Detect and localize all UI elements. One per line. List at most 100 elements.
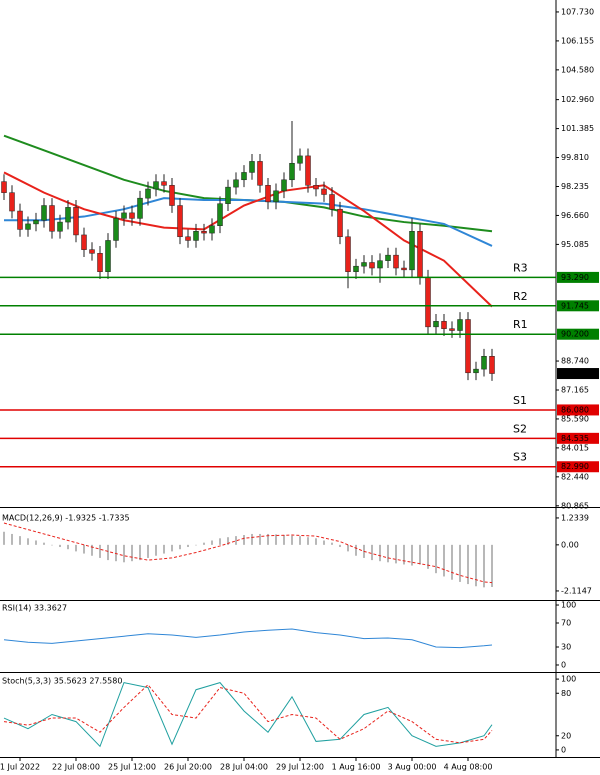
candle-body	[33, 219, 39, 225]
candle-body	[489, 356, 495, 374]
candle-body	[161, 181, 167, 186]
candle-body	[57, 221, 63, 232]
candle-body	[97, 253, 103, 272]
macd-bar	[235, 536, 237, 545]
current-price-box	[557, 368, 599, 380]
macd-bar	[443, 544, 445, 577]
candle-body	[457, 319, 463, 331]
macd-bar	[123, 544, 125, 563]
macd-bar	[459, 544, 461, 582]
macd-bar	[307, 537, 309, 545]
level-label: S2	[513, 422, 527, 435]
y-tick-label: 20	[561, 731, 571, 740]
candle-body	[337, 208, 343, 238]
level-value-box	[557, 328, 599, 340]
plot-background	[0, 0, 556, 757]
macd-bar	[203, 542, 205, 545]
x-tick-label: 25 Jul 12:00	[108, 763, 156, 772]
macd-bar	[155, 544, 157, 556]
macd-bar	[243, 535, 245, 545]
macd-bar	[403, 544, 405, 565]
y-tick-label: 0	[561, 745, 566, 754]
candle-body	[481, 356, 487, 370]
macd-bar	[195, 544, 197, 546]
candle-body	[129, 212, 135, 219]
candle-body	[9, 192, 15, 212]
moving-average	[3, 171, 493, 308]
y-tick-label: 101.385	[561, 124, 594, 133]
level-label: R2	[513, 290, 528, 303]
candle-body	[273, 190, 279, 203]
x-tick-label: 1 Aug 16:00	[332, 763, 381, 772]
candle-body	[153, 181, 159, 190]
y-tick-label: 99.810	[561, 153, 589, 162]
y-tick-label: 85.590	[561, 414, 589, 423]
level-value-box	[557, 300, 599, 312]
macd-title: MACD(12,26,9) -1.9325 -1.7335	[2, 514, 130, 523]
macd-bar	[299, 536, 301, 545]
macd-bar	[379, 544, 381, 562]
x-tick-label: 29 Jul 12:00	[276, 763, 324, 772]
macd-bar	[387, 544, 389, 563]
macd-bar	[283, 535, 285, 545]
candle-body	[113, 218, 119, 241]
macd-bar	[475, 544, 477, 587]
y-tick-label: 1.2339	[561, 513, 589, 522]
level-value: 90.200	[561, 330, 589, 339]
macd-bar	[339, 544, 341, 548]
macd-bar	[259, 533, 261, 545]
macd-bar	[75, 544, 77, 552]
macd-bar	[115, 544, 117, 562]
candle-body	[25, 223, 31, 230]
candle-body	[345, 236, 351, 272]
macd-bar	[451, 544, 453, 580]
macd-bar	[227, 537, 229, 545]
y-tick-label: 100	[561, 675, 576, 684]
macd-bar	[491, 544, 493, 587]
candle-body	[433, 321, 439, 328]
macd-bar	[27, 538, 29, 545]
candle-body	[281, 179, 287, 192]
macd-bar	[315, 538, 317, 545]
level-label: S3	[513, 451, 527, 464]
candle-body	[329, 194, 335, 210]
macd-bar	[179, 544, 181, 550]
y-tick-label: 95.085	[561, 240, 589, 249]
level-value: 91.745	[561, 301, 589, 310]
candle-body	[417, 231, 423, 278]
y-tick-label: 80	[561, 689, 571, 698]
level-value: 86.080	[561, 405, 589, 414]
y-tick-label: 0.00	[561, 540, 579, 549]
macd-bar	[331, 542, 333, 545]
candle-body	[393, 254, 399, 269]
candle-body	[1, 181, 7, 193]
candle-body	[217, 203, 223, 226]
candle-body	[353, 265, 359, 272]
level-value-box	[557, 432, 599, 444]
candle-body	[201, 231, 207, 234]
macd-bar	[67, 544, 69, 550]
candle-body	[193, 231, 199, 241]
candle-body	[369, 262, 375, 269]
candle-body	[473, 368, 479, 374]
macd-bar	[483, 544, 485, 588]
macd-bar	[251, 533, 253, 545]
macd-bar	[211, 540, 213, 545]
rsi-title: RSI(14) 33.3627	[2, 604, 67, 613]
candle-body	[265, 185, 271, 203]
candle-body	[401, 267, 407, 271]
y-tick-label: 70	[561, 619, 571, 628]
macd-bar	[3, 531, 5, 545]
candle-body	[65, 207, 71, 223]
y-tick-label: 96.660	[561, 211, 589, 220]
candle-body	[361, 262, 367, 267]
y-tick-label: 84.015	[561, 443, 589, 452]
macd-bar	[395, 544, 397, 564]
current-price: 88.060	[561, 369, 589, 378]
y-tick-label: -2.1147	[561, 586, 592, 595]
macd-bar	[35, 540, 37, 545]
x-tick-label: 22 Jul 08:00	[52, 763, 100, 772]
candle-body	[73, 207, 79, 236]
macd-bar	[139, 544, 141, 561]
candle-body	[297, 155, 303, 164]
